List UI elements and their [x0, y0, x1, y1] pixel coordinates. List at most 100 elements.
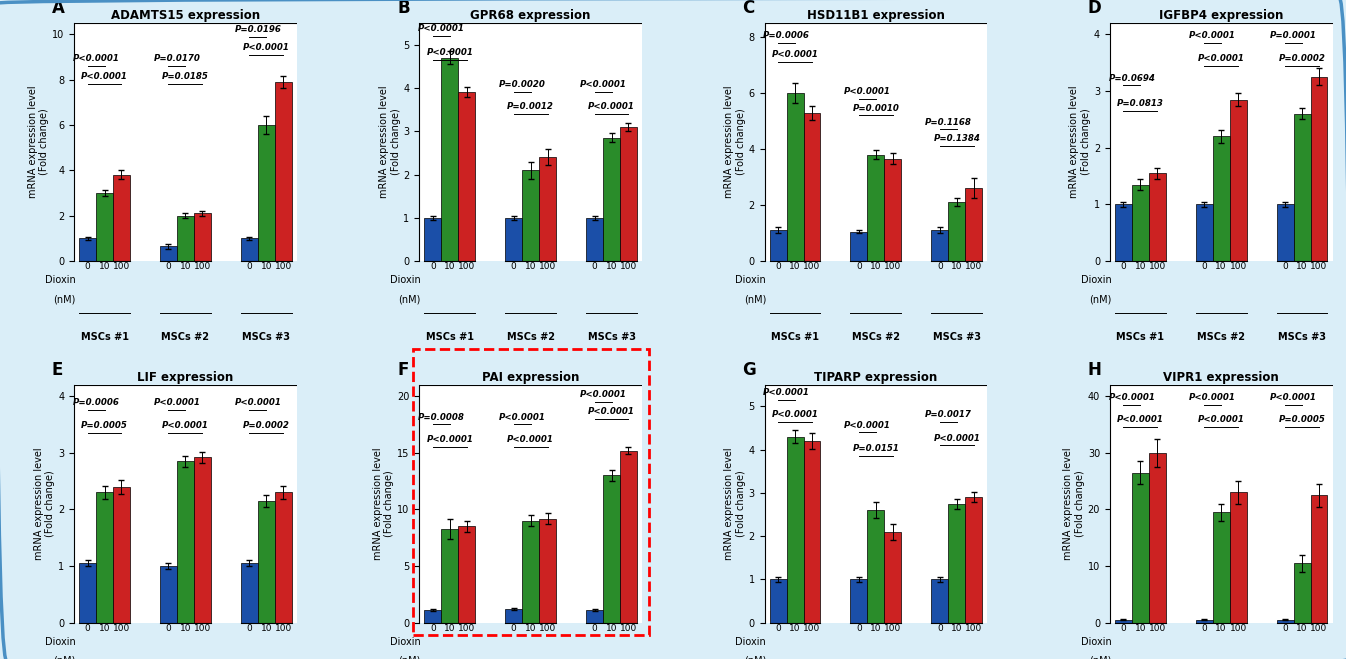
Bar [522, 521, 540, 623]
Text: (nM): (nM) [744, 656, 766, 659]
Bar [1132, 185, 1148, 261]
Bar [176, 215, 194, 261]
Title: LIF expression: LIF expression [137, 370, 233, 384]
Bar [851, 232, 867, 261]
Text: A: A [51, 0, 65, 17]
Bar [603, 138, 621, 261]
Bar [194, 457, 211, 623]
Y-axis label: mRNA expression level
(Fold change): mRNA expression level (Fold change) [1063, 447, 1085, 560]
Bar [804, 113, 821, 261]
Text: P<0.0001: P<0.0001 [763, 388, 810, 397]
Text: (nM): (nM) [398, 294, 421, 304]
Text: P<0.0001: P<0.0001 [499, 413, 545, 422]
Text: P=0.0010: P=0.0010 [852, 103, 899, 113]
Text: P=0.1168: P=0.1168 [925, 117, 972, 127]
Bar [621, 127, 637, 261]
Bar [160, 566, 176, 623]
Bar [79, 239, 96, 261]
Text: MSCs #2: MSCs #2 [1197, 332, 1245, 343]
Bar [884, 159, 902, 261]
Bar [160, 246, 176, 261]
Y-axis label: mRNA expression level
(Fold change): mRNA expression level (Fold change) [28, 86, 50, 198]
Title: HSD11B1 expression: HSD11B1 expression [808, 9, 945, 22]
Bar [867, 510, 884, 623]
Title: ADAMTS15 expression: ADAMTS15 expression [110, 9, 260, 22]
Text: Dioxin: Dioxin [735, 637, 766, 646]
Bar [458, 92, 475, 261]
Text: P<0.0001: P<0.0001 [1117, 415, 1164, 424]
Title: VIPR1 expression: VIPR1 expression [1163, 370, 1279, 384]
Bar [786, 437, 804, 623]
Bar [851, 579, 867, 623]
Text: F: F [397, 361, 408, 379]
Bar [786, 93, 804, 261]
Bar [505, 609, 522, 623]
Text: P<0.0001: P<0.0001 [1198, 415, 1245, 424]
Text: P=0.0005: P=0.0005 [1279, 415, 1326, 424]
Text: P=0.0020: P=0.0020 [499, 80, 545, 90]
Text: P=0.0170: P=0.0170 [153, 54, 201, 63]
Bar [804, 441, 821, 623]
Bar [1311, 496, 1327, 623]
Bar [1148, 453, 1166, 623]
Text: (nM): (nM) [1089, 294, 1112, 304]
Y-axis label: mRNA expression level
(Fold change): mRNA expression level (Fold change) [373, 447, 394, 560]
Bar [113, 487, 131, 623]
Bar [1213, 512, 1230, 623]
Text: P<0.0001: P<0.0001 [771, 410, 818, 418]
Text: P=0.0002: P=0.0002 [242, 421, 289, 430]
Text: MSCs #3: MSCs #3 [1279, 332, 1326, 343]
Bar [1213, 136, 1230, 261]
Bar [194, 214, 211, 261]
Text: P<0.0001: P<0.0001 [1271, 393, 1316, 402]
Text: P<0.0001: P<0.0001 [588, 407, 635, 416]
Bar [1148, 173, 1166, 261]
Bar [96, 193, 113, 261]
Text: (nM): (nM) [54, 294, 75, 304]
Y-axis label: mRNA expression level
(Fold change): mRNA expression level (Fold change) [1070, 86, 1092, 198]
Text: P<0.0001: P<0.0001 [242, 43, 289, 52]
Text: P=0.0012: P=0.0012 [507, 102, 555, 111]
Text: P<0.0001: P<0.0001 [844, 87, 891, 96]
Text: P=0.0813: P=0.0813 [1117, 99, 1164, 108]
Text: P<0.0001: P<0.0001 [933, 434, 980, 442]
Text: P<0.0001: P<0.0001 [771, 50, 818, 59]
Text: (nM): (nM) [744, 294, 766, 304]
Bar [275, 82, 292, 261]
Bar [522, 170, 540, 261]
Bar [770, 230, 786, 261]
Text: C: C [742, 0, 755, 17]
Text: B: B [397, 0, 409, 17]
Title: PAI expression: PAI expression [482, 370, 579, 384]
Text: Dioxin: Dioxin [390, 275, 421, 285]
Text: P=0.0008: P=0.0008 [417, 413, 464, 422]
Text: Dioxin: Dioxin [44, 637, 75, 646]
Bar [586, 217, 603, 261]
Y-axis label: mRNA expression level
(Fold change): mRNA expression level (Fold change) [724, 447, 746, 560]
Text: P<0.0001: P<0.0001 [73, 54, 120, 63]
Bar [424, 217, 441, 261]
Text: P<0.0001: P<0.0001 [580, 390, 626, 399]
Text: G: G [742, 361, 756, 379]
Bar [965, 188, 983, 261]
Bar [1195, 204, 1213, 261]
Bar [1276, 204, 1294, 261]
Text: MSCs #1: MSCs #1 [81, 332, 128, 343]
Text: P<0.0001: P<0.0001 [507, 435, 555, 444]
Text: P=0.1384: P=0.1384 [933, 134, 980, 144]
Text: P=0.0151: P=0.0151 [852, 444, 899, 453]
Text: Dioxin: Dioxin [735, 275, 766, 285]
Bar [241, 563, 258, 623]
Text: P=0.0001: P=0.0001 [1271, 31, 1316, 40]
Text: P<0.0001: P<0.0001 [162, 421, 209, 430]
Text: D: D [1088, 0, 1101, 17]
Bar [424, 610, 441, 623]
Bar [1195, 620, 1213, 623]
Title: TIPARP expression: TIPARP expression [814, 370, 938, 384]
Bar [505, 217, 522, 261]
Bar [949, 202, 965, 261]
Bar [931, 230, 949, 261]
Bar [458, 527, 475, 623]
Text: P=0.0196: P=0.0196 [234, 25, 281, 34]
Text: P=0.0694: P=0.0694 [1108, 74, 1155, 82]
